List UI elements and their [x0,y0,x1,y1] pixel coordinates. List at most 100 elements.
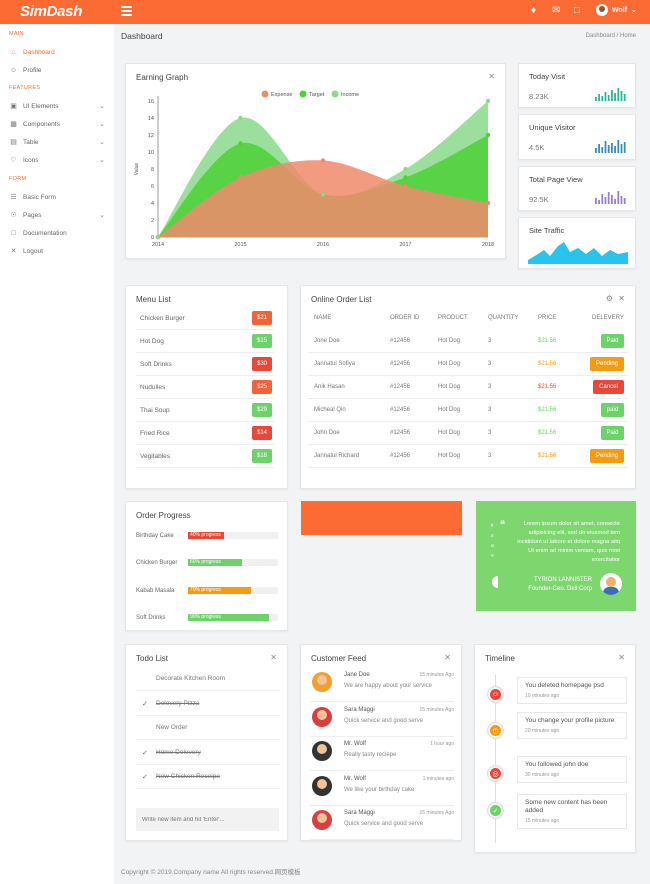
checkmark-icon[interactable]: ✓ [142,749,148,757]
table-row[interactable]: Jone Doe #12456 Hot Dog 3 $21.56 Paid [308,330,628,353]
todo-list-title: Todo List [136,654,169,663]
mail-icon[interactable]: ✉ [552,5,561,16]
gear-icon[interactable]: ⚙ [605,294,613,303]
feed-item[interactable]: Sara Maggi 15 minutes Ago Quick service an… [310,806,454,840]
table-cell: Micheal Qin [314,407,346,413]
todo-item[interactable]: Decorate Kitchen Room [136,667,280,691]
sidebar-item-documentation[interactable]: □ Documentation [9,227,107,239]
status-button[interactable]: Pending [590,449,624,463]
column-header[interactable]: PRICE [538,315,557,321]
chevron-down-icon: ⌄ [631,7,637,14]
table-row[interactable]: Anik Hasan #12456 Hot Dog 3 $21.56 Cancel [308,376,628,399]
sparkline-bar [614,146,616,153]
table-cell: #12456 [390,384,411,390]
timeline-time: 15 minutes ago [525,818,560,824]
timeline-title: Timeline [485,654,515,663]
status-button[interactable]: paid [601,403,624,417]
x-tick-label: 2017 [399,242,411,248]
sidebar-item-table[interactable]: ▤ Table ⌄ [10,138,105,147]
carousel-indicator[interactable] [492,576,498,588]
table-row[interactable]: John Doe #12456 Hot Dog 3 $21.56 Paid [308,422,628,445]
list-item[interactable]: Thai Soup $29 [136,399,274,422]
sidebar-item-logout[interactable]: ✕ Logout [10,247,43,256]
online-order-title: Online Order List [311,295,372,304]
avatar [600,573,622,595]
status-button[interactable]: Pending [590,357,624,371]
sidebar-item-pages[interactable]: ☉ Pages ⌄ [10,211,105,220]
feed-item[interactable]: Mr. Wolf 1 minutes ago We like your birthd… [310,772,454,806]
stat-card-today-visit: Today Visit 8.23K [518,63,636,108]
checkmark-icon[interactable]: ✓ [142,774,148,781]
bell-icon[interactable]: ♦ [531,5,537,16]
breadcrumb[interactable]: Dashboard / Home [585,33,636,39]
close-icon[interactable]: ✕ [618,294,625,303]
list-item[interactable]: Nudulles $25 [136,376,274,399]
status-button[interactable]: Paid [601,334,624,348]
close-icon[interactable]: ✕ [618,653,625,662]
feed-item[interactable]: Sara Maggi 15 minutes Ago Quick service an… [310,703,454,737]
brand-logo[interactable]: SimDash [20,3,83,20]
status-button[interactable]: Cancel [593,380,624,394]
price-badge: $18 [252,449,272,463]
list-item[interactable]: Hot Dog $15 [136,330,274,353]
todo-item[interactable]: ✓ Home Delevery [136,741,280,765]
data-point [238,115,243,121]
checkmark-icon[interactable]: ✓ [142,700,148,708]
traffic-area-chart [528,242,628,264]
sidebar-item-profile[interactable]: ☺ Profile [9,66,42,74]
list-item[interactable]: Vegitables $18 [136,445,274,468]
y-tick-label: 0 [151,235,154,241]
sidebar-item-icons[interactable]: ♡ Icons ⌄ [10,156,105,165]
column-header[interactable]: NAME [314,315,332,321]
progress-bar: 60% progress [188,559,278,566]
sidebar-section-form: FORM [9,176,27,182]
menu-toggle-icon[interactable] [121,6,132,17]
column-header[interactable]: DELEVERY [592,315,624,321]
close-icon[interactable]: ✕ [488,72,495,81]
sidebar-item-basic-form[interactable]: ☰ Basic Form [10,193,56,202]
status-button[interactable]: Paid [601,426,624,440]
progress-fill: 40% progress [188,532,224,539]
avatar [312,706,332,727]
chevron-down-icon: ⌄ [99,212,105,219]
list-item[interactable]: Fried Rice $14 [136,422,274,445]
table-row[interactable]: Jannatul Richard #12456 Hot Dog 3 $21.56 Pend… [308,445,628,468]
order-progress-card: Order Progress [125,501,288,631]
sidebar-item-ui-elements[interactable]: ▣ UI Elements ⌄ [10,102,105,111]
table-cell: 3 [488,407,492,413]
column-header[interactable]: PRODUCT [438,315,468,321]
todo-item[interactable]: ✓ New Chicken Receipe [136,765,280,789]
table-cell: Jone Doe [314,338,340,344]
components-icon: ▦ [10,121,17,128]
list-item[interactable]: Chicken Burger $21 [136,307,274,330]
todo-item[interactable]: ✓ Delevery Pizza [136,692,280,716]
table-cell: $21.56 [538,338,557,344]
data-point [403,175,408,180]
todo-new-item-input[interactable] [136,808,279,831]
column-header[interactable]: ORDER ID [390,315,420,321]
table-row[interactable]: Jannatul Sofiya #12456 Hot Dog 3 $21.56 Pendi… [308,353,628,376]
close-icon[interactable]: ✕ [444,653,451,662]
column-header[interactable]: QUANTITY [488,315,519,321]
check-icon: ✓ [488,803,503,818]
feed-message: We like your birthday cake [344,786,415,793]
close-icon[interactable]: ✕ [270,653,277,662]
sidebar-item-dashboard[interactable]: ⌂ Dashboard [9,46,107,58]
feed-item[interactable]: Mr. Wolf 1 hour ago Really tasty reciepe [310,737,454,771]
smile-icon: ☺ [488,687,503,702]
sparkline-bar [611,90,613,101]
form-icon: ☰ [10,194,17,201]
price-badge: $15 [252,334,272,348]
list-item[interactable]: Soft Drinks $30 [136,353,274,376]
table-cell: 3 [488,453,492,459]
feed-item[interactable]: Jane Doe 15 minutes Ago We are happy about… [310,668,454,702]
sidebar-item-components[interactable]: ▦ Components ⌄ [10,120,105,129]
user-menu[interactable]: Wolf ⌄ [596,4,637,16]
todo-item[interactable]: New Order [136,716,280,740]
feed-message: Quick service and good serve [344,717,424,724]
sparkline-bar [601,147,604,153]
chat-icon[interactable]: □ [574,5,581,16]
quote-role: Founder-Ceo. Dell Corp [528,586,592,592]
table-row[interactable]: Micheal Qin #12456 Hot Dog 3 $21.56 paid [308,399,628,422]
quote-marker-list: ir s a e [491,523,494,559]
